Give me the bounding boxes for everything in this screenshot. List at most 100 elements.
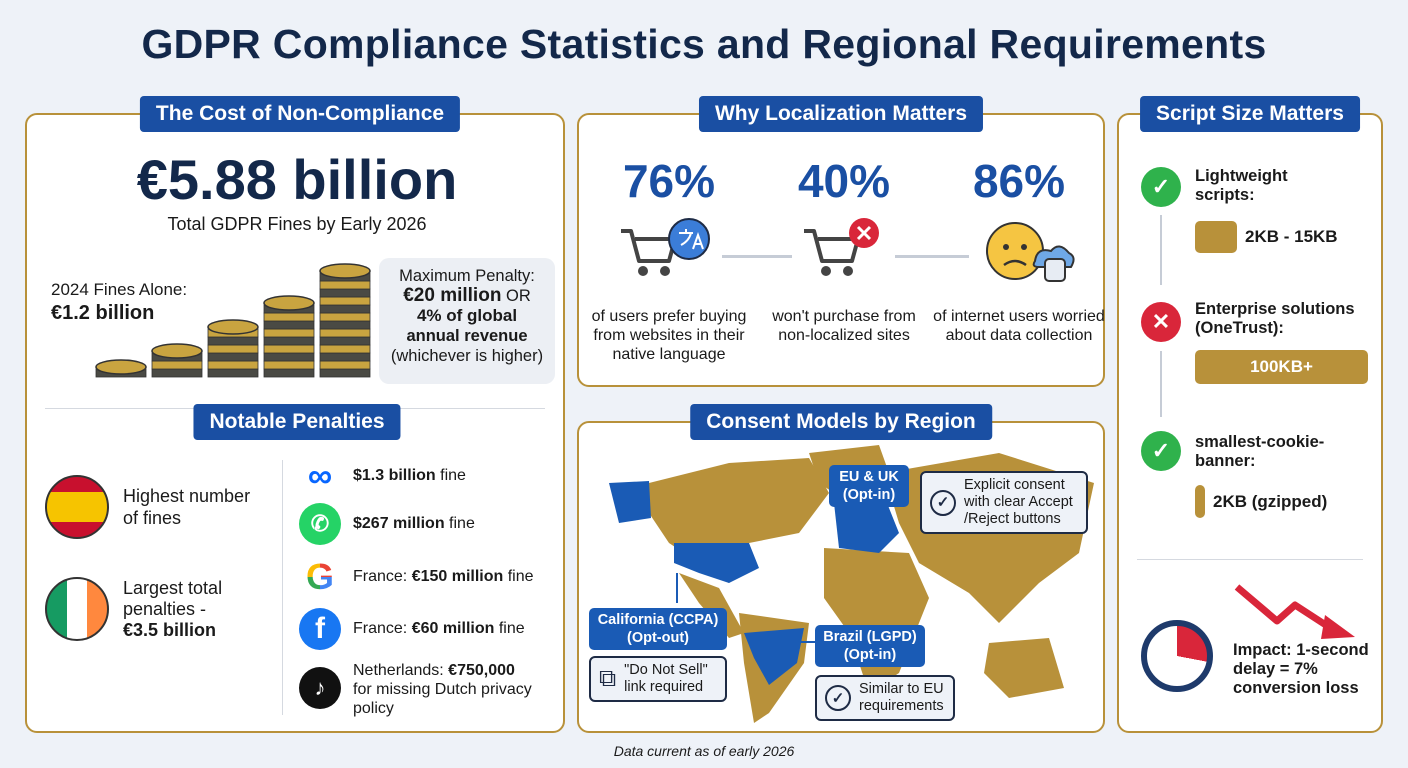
- x-icon: ✕: [1141, 302, 1181, 342]
- trend-down-arrow-icon: [1234, 584, 1355, 639]
- script-header: Script Size Matters: [1140, 96, 1360, 132]
- map-alaska: [609, 481, 651, 523]
- max-penalty-box: Maximum Penalty: €20 million OR 4% of gl…: [379, 258, 555, 384]
- coin: [263, 312, 315, 322]
- coin: [319, 280, 371, 290]
- eu-uk-tag: EU & UK (Opt-in): [829, 465, 909, 507]
- map-central-america: [679, 573, 744, 638]
- coin-top: [263, 295, 315, 311]
- penalties-header: Notable Penalties: [193, 404, 401, 440]
- arrow-icon: [895, 255, 969, 258]
- coin: [151, 360, 203, 370]
- stopwatch-icon: [1141, 620, 1213, 692]
- footer-note: Data current as of early 2026: [613, 743, 795, 759]
- localization-panel: 76% of users prefer buying from websites…: [577, 113, 1105, 387]
- coin: [263, 360, 315, 370]
- coin: [319, 328, 371, 338]
- divider: [1137, 559, 1363, 560]
- map-usa: [674, 543, 759, 583]
- coin: [263, 328, 315, 338]
- meta-logo-icon: ∞: [307, 456, 333, 495]
- total-caption: Total GDPR Fines by Early 2026: [167, 214, 427, 234]
- size-bar-lightweight: [1195, 221, 1237, 253]
- arrow-icon: [722, 255, 792, 258]
- penalty-google: G France: €150 million fine: [299, 556, 534, 598]
- stat-86: 86%: [929, 155, 1109, 285]
- country-ireland: Largest total penalties - €3.5 billion: [45, 577, 253, 641]
- tiktok-logo-icon: ♪: [299, 667, 341, 709]
- coin: [319, 320, 371, 330]
- facebook-logo-icon: f: [299, 608, 341, 650]
- consent-panel: EU & UK (Opt-in) ✓ Explicit consent with …: [577, 421, 1105, 733]
- stat-86-text: of internet users worried about data col…: [933, 308, 1105, 344]
- coin: [319, 336, 371, 346]
- stat-76-text: of users prefer buying from websites in …: [591, 308, 747, 363]
- eu-note: ✓ Explicit consent with clear Accept /Rej…: [920, 471, 1088, 534]
- total-fines: €5.88 billion: [136, 148, 458, 211]
- whatsapp-logo-icon: ✆: [299, 503, 341, 545]
- coin: [319, 304, 371, 314]
- check-icon: ✓: [1141, 431, 1181, 471]
- coin: [319, 368, 371, 378]
- page-title: GDPR Compliance Statistics and Regional …: [141, 21, 1267, 67]
- cost-panel: €5.88 billion Total GDPR Fines by Early …: [25, 113, 565, 733]
- coin: [319, 312, 371, 322]
- coin: [263, 344, 315, 354]
- spain-flag-icon: [45, 475, 109, 539]
- google-logo-icon: G: [299, 556, 341, 598]
- arrow-down-icon: [1160, 351, 1162, 417]
- size-bar-smallest: [1195, 485, 1205, 518]
- coin: [319, 296, 371, 306]
- map-africa: [824, 548, 929, 693]
- coin: [319, 344, 371, 354]
- coin: [319, 352, 371, 362]
- coin: [207, 344, 259, 354]
- divider-vertical: [282, 460, 283, 715]
- coin: [319, 288, 371, 298]
- stat-76: 76%: [579, 155, 759, 285]
- penalty-tiktok: ♪ Netherlands: €750,000 for missing Dutch …: [299, 661, 553, 718]
- check-icon: ✓: [1141, 167, 1181, 207]
- penalty-whatsapp: ✆ $267 million fine: [299, 503, 475, 545]
- check-circle-icon: ✓: [930, 489, 956, 516]
- arrow-down-icon: [1160, 215, 1162, 285]
- coin: [207, 336, 259, 346]
- ireland-flag-icon: [45, 577, 109, 641]
- check-circle-icon: ✓: [825, 685, 851, 711]
- penalty-facebook: f France: €60 million fine: [299, 608, 525, 650]
- california-note: ⧉ "Do Not Sell" link required: [589, 656, 727, 702]
- cost-header: The Cost of Non-Compliance: [139, 96, 461, 132]
- cart-translate-icon: [621, 218, 710, 276]
- stat-40: 40%: [754, 155, 934, 285]
- brazil-note: ✓ Similar to EU requirements: [815, 675, 955, 721]
- map-australia: [984, 638, 1064, 698]
- coin: [263, 336, 315, 346]
- stat-40-text: won't purchase from non-localized sites: [772, 308, 916, 344]
- worried-face-database-icon: [986, 222, 1075, 282]
- coin: [207, 368, 259, 378]
- california-tag: California (CCPA) (Opt-out): [589, 608, 727, 650]
- coin: [207, 360, 259, 370]
- coin: [319, 360, 371, 370]
- penalty-meta: ∞ $1.3 billion fine: [299, 455, 466, 497]
- brazil-tag: Brazil (LGPD) (Opt-in): [815, 625, 925, 667]
- size-bar-enterprise: 100KB+: [1195, 350, 1368, 384]
- coin: [263, 368, 315, 378]
- external-link-icon: ⧉: [599, 665, 617, 692]
- coin: [263, 352, 315, 362]
- localization-header: Why Localization Matters: [698, 96, 984, 132]
- fines-2024: 2024 Fines Alone: €1.2 billion: [51, 280, 188, 324]
- coin: [151, 368, 203, 378]
- coin: [263, 320, 315, 330]
- cart-x-icon: [804, 218, 879, 276]
- coin: [207, 352, 259, 362]
- consent-header: Consent Models by Region: [690, 404, 992, 440]
- coin-top: [207, 319, 259, 335]
- coin-top: [95, 359, 147, 375]
- coin-stacks-icon: [95, 263, 371, 378]
- country-spain: Highest number of fines: [45, 475, 263, 539]
- coin-top: [151, 343, 203, 359]
- coin-top: [319, 263, 371, 279]
- map-brazil: [744, 628, 804, 685]
- script-panel: ✓ Lightweight scripts: 2KB - 15KB ✕ Ente…: [1117, 113, 1383, 733]
